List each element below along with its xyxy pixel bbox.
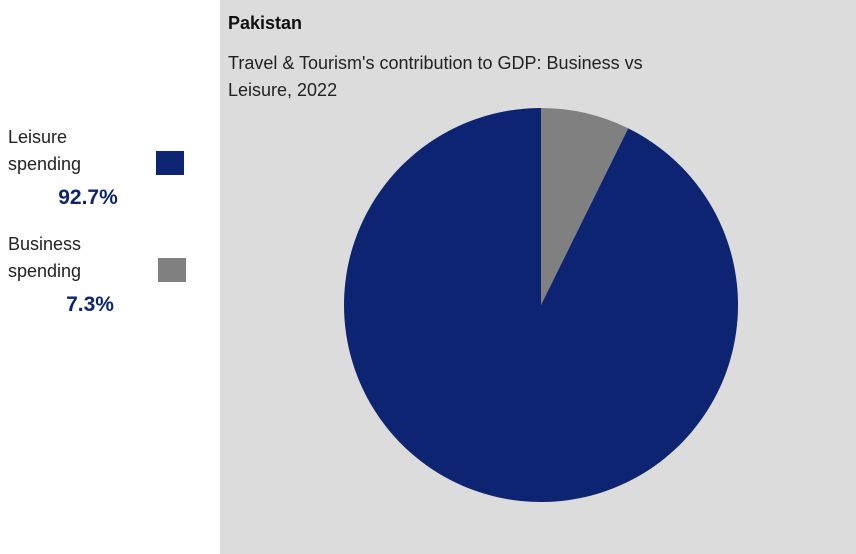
legend-item-business: Business spending bbox=[8, 231, 138, 285]
chart-title: Pakistan bbox=[228, 13, 303, 33]
legend-value-leisure: 92.7% bbox=[58, 186, 118, 209]
chart-subtitle: Travel & Tourism's contribution to GDP: … bbox=[228, 53, 643, 100]
legend-item-leisure: Leisure spending bbox=[8, 124, 138, 178]
legend-swatch-leisure bbox=[156, 151, 184, 175]
legend-label-business: Business spending bbox=[8, 234, 82, 281]
pie-slice-business-spending bbox=[541, 108, 629, 305]
legend-label-leisure: Leisure spending bbox=[8, 127, 82, 174]
legend-value-business: 7.3% bbox=[66, 293, 114, 316]
pie-slice-leisure-spending bbox=[344, 108, 739, 503]
legend-swatch-business bbox=[158, 258, 186, 282]
